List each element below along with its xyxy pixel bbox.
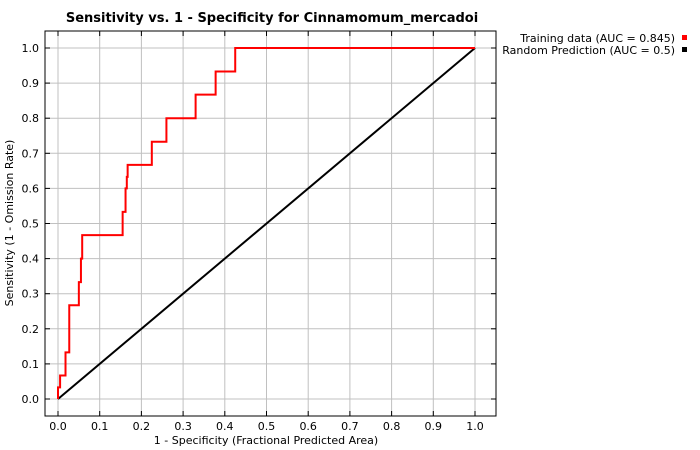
x-tick-label: 0.9: [425, 420, 443, 433]
x-tick-label: 0.4: [216, 420, 234, 433]
x-tick-label: 1.0: [466, 420, 484, 433]
chart-title: Sensitivity vs. 1 - Specificity for Cinn…: [66, 11, 478, 26]
legend-swatch: [682, 35, 687, 40]
x-tick-label: 0.0: [49, 420, 67, 433]
legend-label: Training data (AUC = 0.845): [519, 32, 675, 45]
training-data-line: [57, 47, 475, 399]
y-tick-label: 0.7: [22, 147, 40, 160]
x-tick-label: 0.2: [133, 420, 151, 433]
tick-labels: 0.0 0.1 0.2 0.3 0.4 0.5 0.6 0.7 0.8 0.9 1.0 0.0 0.1 0…: [22, 31, 496, 433]
x-tick-label: 0.1: [91, 420, 109, 433]
y-tick-label: 0.8: [22, 112, 40, 125]
legend: Training data (AUC = 0.845)Random Predic…: [502, 32, 687, 57]
x-tick-label: 0.5: [258, 420, 276, 433]
random-prediction-line: [57, 47, 476, 400]
y-tick-label: 0.5: [22, 218, 40, 231]
series-layer: [57, 47, 476, 400]
y-axis-title: Sensitivity (1 - Omission Rate): [3, 140, 16, 307]
y-tick-label: 0.9: [22, 77, 40, 90]
y-tick-label: 0.6: [22, 182, 40, 195]
y-tick-label: 0.1: [22, 358, 40, 371]
x-tick-label: 0.6: [299, 420, 317, 433]
x-axis-title: 1 - Specificity (Fractional Predicted Ar…: [154, 434, 378, 447]
grid: [45, 31, 496, 416]
legend-label: Random Prediction (AUC = 0.5): [502, 44, 675, 57]
y-tick-label: 0.3: [22, 288, 40, 301]
x-tick-label: 0.3: [174, 420, 192, 433]
y-tick-label: 1.0: [22, 42, 40, 55]
y-tick-label: 0.2: [22, 323, 40, 336]
y-tick-label: 0.4: [22, 253, 40, 266]
legend-swatch: [682, 47, 687, 52]
y-tick-label: 0.0: [22, 393, 40, 406]
x-tick-label: 0.7: [341, 420, 359, 433]
x-tick-label: 0.8: [383, 420, 401, 433]
